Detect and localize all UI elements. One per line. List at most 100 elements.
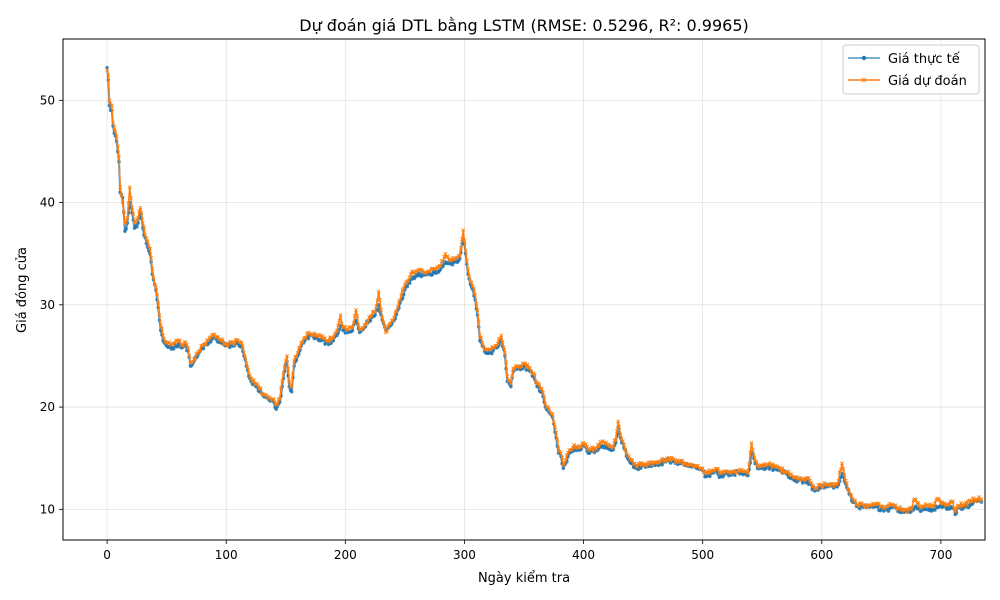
data-point (283, 359, 288, 363)
data-point (379, 307, 383, 312)
data-point (177, 338, 182, 343)
data-point (790, 473, 794, 478)
data-point (622, 442, 626, 447)
data-point (430, 272, 435, 277)
data-point (975, 497, 980, 502)
data-point (187, 353, 192, 358)
data-point (539, 386, 544, 391)
data-point (450, 262, 455, 267)
data-point (457, 253, 462, 258)
data-point (385, 329, 389, 334)
data-point (246, 371, 251, 376)
data-point (961, 504, 966, 509)
data-point (350, 325, 355, 330)
data-point (547, 407, 551, 412)
data-point (354, 308, 358, 312)
data-point (271, 396, 276, 401)
data-point (466, 267, 470, 271)
data-point (905, 509, 910, 514)
data-point (782, 469, 787, 474)
data-point (474, 301, 479, 306)
data-point (751, 453, 756, 458)
data-point (473, 292, 478, 297)
data-point (204, 341, 208, 346)
data-point (806, 476, 811, 480)
data-point (376, 289, 381, 294)
data-point (120, 200, 125, 205)
data-point (561, 466, 566, 471)
data-point (850, 497, 855, 502)
data-point (618, 432, 623, 437)
series-predicted (105, 67, 984, 514)
data-point (708, 474, 712, 479)
data-point (244, 361, 249, 366)
data-point (136, 216, 140, 220)
data-point (227, 340, 232, 345)
data-point (285, 354, 289, 358)
data-point (538, 386, 543, 391)
data-point (335, 328, 339, 333)
data-point (106, 72, 111, 77)
y-tick-label: 10 (40, 502, 55, 516)
data-point (366, 318, 370, 323)
data-point (707, 471, 712, 476)
data-point (206, 338, 211, 343)
data-point (916, 500, 921, 505)
data-point (350, 328, 355, 333)
data-point (275, 402, 280, 407)
data-point (189, 360, 194, 365)
data-point (505, 374, 510, 379)
data-point (274, 407, 279, 411)
data-point (111, 120, 115, 125)
data-point (331, 335, 336, 340)
legend-marker-predicted (861, 77, 867, 83)
data-point (121, 209, 126, 214)
data-point (148, 246, 152, 251)
data-point (327, 335, 332, 340)
data-point (728, 471, 732, 476)
data-point (295, 350, 300, 355)
data-point (561, 463, 566, 468)
data-point (262, 392, 267, 397)
data-point (523, 361, 528, 365)
data-point (161, 333, 165, 338)
data-point (910, 505, 915, 510)
data-point (149, 255, 154, 260)
data-point (349, 325, 354, 330)
data-point (337, 318, 342, 323)
data-point (337, 327, 342, 332)
data-point (959, 501, 964, 505)
data-point (391, 319, 395, 323)
data-point (139, 211, 144, 216)
series-layer (105, 65, 984, 517)
data-point (545, 404, 550, 409)
data-point (495, 341, 500, 346)
data-point (849, 494, 854, 499)
data-point (368, 314, 373, 319)
data-point (836, 479, 841, 483)
data-point (616, 419, 621, 424)
data-point (287, 379, 292, 384)
data-point (302, 335, 307, 340)
data-point (153, 285, 158, 290)
x-tick-label: 600 (810, 548, 833, 562)
data-point (258, 386, 263, 390)
legend-marker-actual (861, 55, 867, 61)
data-point (183, 340, 188, 345)
data-point (230, 341, 235, 346)
data-point (380, 315, 385, 320)
data-point (279, 386, 283, 391)
data-point (245, 365, 250, 370)
data-point (699, 466, 704, 471)
data-point (937, 498, 942, 503)
data-point (461, 228, 466, 233)
data-point (294, 354, 299, 359)
data-point (458, 246, 463, 250)
data-point (933, 501, 937, 506)
data-point (286, 366, 291, 371)
data-point (445, 254, 450, 259)
data-point (464, 258, 469, 263)
data-point (361, 326, 366, 331)
data-point (494, 343, 499, 348)
